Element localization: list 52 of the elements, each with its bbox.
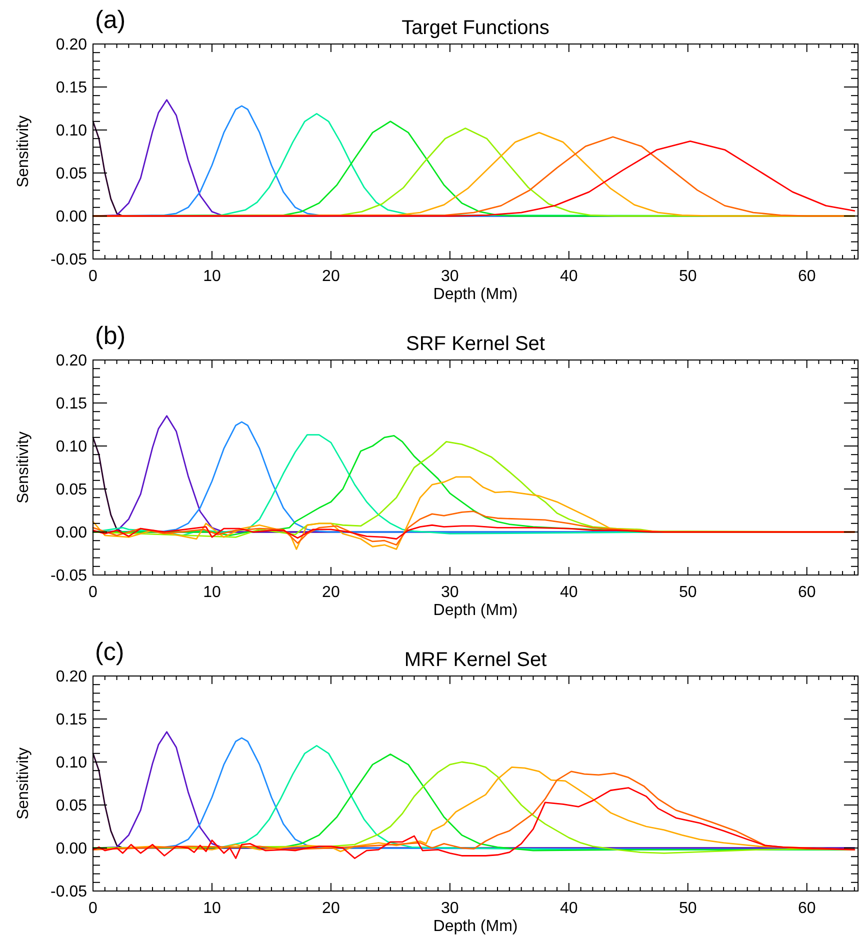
y-tick-label: 0.00 <box>56 524 88 542</box>
y-tick-label: -0.05 <box>50 884 88 901</box>
x-axis-title: Depth (Mm) <box>433 602 518 619</box>
y-tick-label: 0.20 <box>56 352 88 370</box>
line-series <box>92 787 856 860</box>
x-tick-label: 30 <box>441 584 459 601</box>
y-tick-label: -0.05 <box>50 252 88 269</box>
x-tick-label: 30 <box>441 268 459 285</box>
x-axis-title: Depth (Mm) <box>433 918 518 935</box>
x-axis-title: Depth (Mm) <box>433 286 518 303</box>
y-tick-label: 0.10 <box>56 438 88 456</box>
x-tick-label: 0 <box>88 900 98 917</box>
y-tick-label: 0.20 <box>56 668 88 686</box>
x-tick-label: 20 <box>322 268 340 285</box>
x-tick-label: 0 <box>88 584 98 601</box>
y-axis-title: Sensitivity <box>15 115 32 188</box>
y-tick-label: 0.00 <box>56 208 88 226</box>
x-tick-label: 20 <box>322 584 340 601</box>
x-tick-label: 10 <box>203 268 221 285</box>
x-tick-label: 60 <box>798 268 816 285</box>
y-tick-label: 0.00 <box>56 840 88 858</box>
y-tick-label: 0.05 <box>56 166 88 183</box>
chart-title: SRF Kernel Set <box>406 333 546 355</box>
x-tick-label: 50 <box>678 268 697 285</box>
x-tick-label: 50 <box>678 900 697 917</box>
x-tick-label: 40 <box>560 900 578 917</box>
x-tick-label: 40 <box>560 268 578 285</box>
text: (b) <box>95 322 126 350</box>
x-tick-label: 60 <box>798 900 816 917</box>
x-tick-label: 40 <box>560 584 578 601</box>
y-tick-label: 0.15 <box>56 80 88 97</box>
y-tick-label: 0.20 <box>56 36 88 54</box>
y-tick-label: 0.10 <box>56 122 88 140</box>
x-tick-label: 30 <box>441 900 459 917</box>
x-tick-label: 0 <box>88 268 98 285</box>
text: (c) <box>95 638 124 666</box>
y-tick-label: 0.15 <box>56 396 88 413</box>
y-tick-label: 0.05 <box>56 482 88 499</box>
x-tick-label: 50 <box>678 584 697 601</box>
x-tick-label: 60 <box>798 584 816 601</box>
chart-title: MRF Kernel Set <box>404 649 548 671</box>
x-tick-label: 10 <box>203 584 221 601</box>
y-tick-label: 0.05 <box>56 798 88 815</box>
y-tick-label: -0.05 <box>50 568 88 585</box>
y-tick-label: 0.10 <box>56 754 88 772</box>
chart-title: Target Functions <box>402 17 550 39</box>
y-axis-title: Sensitivity <box>15 431 32 504</box>
y-axis-title: Sensitivity <box>15 747 32 820</box>
y-tick-label: 0.15 <box>56 712 88 729</box>
x-tick-label: 10 <box>203 900 221 917</box>
x-tick-label: 20 <box>322 900 340 917</box>
text: (a) <box>95 6 126 34</box>
